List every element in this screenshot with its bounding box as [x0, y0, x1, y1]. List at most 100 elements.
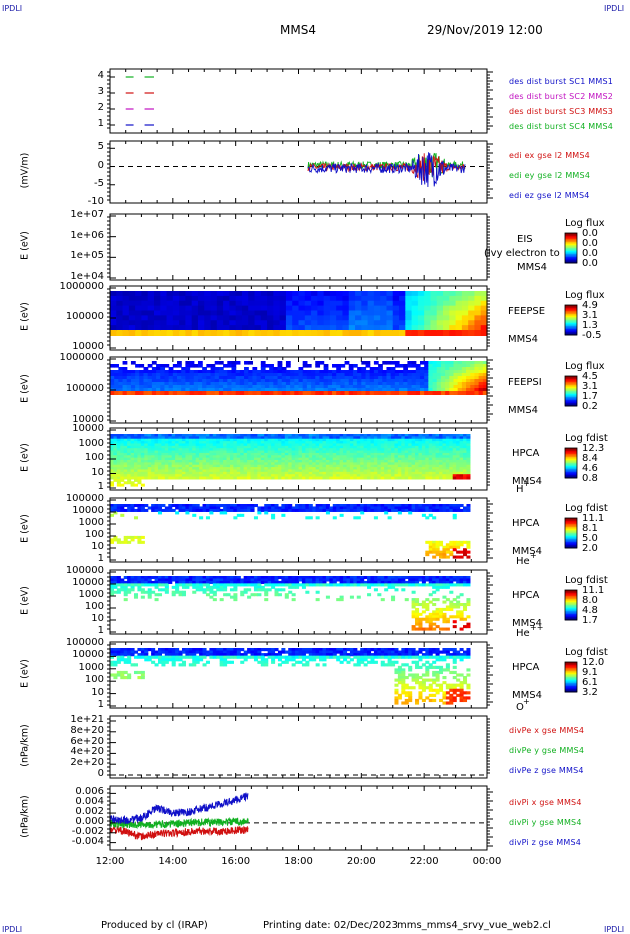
- spectrogram-cell: [468, 310, 476, 316]
- spectrogram-cell: [253, 457, 258, 461]
- spectrogram-cell: [367, 452, 372, 456]
- spectrogram-cell: [233, 462, 238, 466]
- spectrogram-cell: [332, 388, 337, 392]
- spectrogram-cell: [188, 434, 193, 437]
- spectrogram-cell: [267, 455, 272, 459]
- spectrogram-cell: [144, 583, 149, 587]
- spectrogram-cell: [197, 370, 203, 374]
- spectrogram-cell: [130, 483, 135, 487]
- spectrogram-cell: [214, 367, 220, 371]
- spectrogram-cell: [329, 438, 334, 442]
- spectrogram-band: [407, 391, 413, 395]
- spectrogram-cell: [122, 295, 130, 302]
- spectrogram-cell: [126, 376, 132, 380]
- spectrogram-cell: [452, 448, 457, 452]
- spectrogram-cell: [397, 436, 402, 440]
- spectrogram-cell: [160, 315, 168, 321]
- spectrogram-cell: [250, 452, 255, 456]
- spectrogram-cell: [386, 370, 392, 374]
- spectrogram-cell: [408, 450, 413, 454]
- spectrogram-cell: [363, 441, 368, 445]
- spectrogram-cell: [192, 438, 197, 442]
- spectrogram-cell: [317, 295, 325, 302]
- spectrogram-cell: [432, 452, 437, 456]
- spectrogram-cell: [463, 445, 468, 449]
- spectrogram-cell: [151, 467, 156, 471]
- spectrogram-cell: [418, 464, 423, 468]
- spectrogram-cell: [229, 460, 234, 463]
- spectrogram-cell: [153, 295, 161, 302]
- spectrogram-cell: [254, 320, 262, 326]
- spectrogram-cell: [452, 471, 457, 475]
- spectrogram-cell: [116, 315, 124, 321]
- spectrogram-cell: [340, 376, 346, 380]
- spectrogram-cell: [377, 450, 382, 454]
- spectrogram-cell: [295, 469, 300, 473]
- spectrogram-cell: [151, 580, 156, 584]
- spectrogram-cell: [339, 506, 344, 510]
- spectrogram-cell: [205, 455, 210, 459]
- spectrogram-cell: [147, 370, 153, 374]
- spectrogram-cell: [219, 474, 224, 478]
- spectrogram-cell: [325, 504, 330, 508]
- spectrogram-cell: [128, 305, 136, 312]
- spectrogram-cell: [274, 504, 279, 508]
- spectrogram-cell: [164, 455, 169, 459]
- spectrogram-cell: [435, 438, 440, 442]
- spectrogram-cell: [363, 448, 368, 452]
- spectrogram-cell: [332, 467, 337, 471]
- spectrogram-cell: [253, 504, 258, 508]
- spectrogram-cell: [143, 376, 149, 380]
- spectrogram-cell: [325, 511, 330, 515]
- spectrogram-cell: [291, 450, 296, 454]
- spectrogram-cell: [185, 580, 190, 584]
- spectrogram-cell: [291, 460, 296, 463]
- spectrogram-cell: [329, 325, 337, 331]
- spectrogram-cell: [403, 367, 409, 371]
- spectrogram-cell: [144, 443, 149, 447]
- spectrogram-cell: [123, 471, 128, 475]
- spectrogram-cell: [202, 476, 207, 480]
- spectrogram-cell: [244, 385, 249, 389]
- spectrogram-cell: [281, 513, 286, 517]
- spectrogram-cell: [188, 578, 193, 582]
- spectrogram-cell: [277, 452, 282, 456]
- spectrogram-cell: [226, 462, 231, 466]
- spectrogram-cell: [116, 325, 124, 331]
- spectrogram-cell: [355, 305, 362, 312]
- spectrogram-cell: [322, 434, 327, 437]
- spectrogram-cell: [281, 469, 286, 473]
- spectrogram-cell: [205, 585, 210, 589]
- spectrogram-cell: [135, 382, 140, 386]
- spectrogram-cell: [157, 448, 163, 452]
- spectrogram-cell: [204, 315, 212, 321]
- spectrogram-cell: [411, 504, 416, 508]
- spectrogram-cell: [305, 506, 310, 510]
- spectrogram-cell: [466, 443, 471, 447]
- spectrogram-cell: [154, 583, 159, 587]
- spectrogram-cell: [291, 476, 296, 480]
- spectrogram-cell: [206, 373, 212, 377]
- spectrogram-cell: [243, 506, 248, 510]
- spectrogram-cell: [223, 370, 228, 374]
- spectrogram-cell: [463, 455, 468, 459]
- spectrogram-cell: [295, 455, 300, 459]
- spectrogram-cell: [340, 364, 346, 368]
- spectrogram-cell: [210, 370, 216, 374]
- spectrogram-cell: [401, 460, 406, 463]
- spectrogram-cell: [137, 436, 142, 440]
- spectrogram-cell: [210, 379, 216, 383]
- spectrogram-cell: [143, 388, 149, 392]
- spectrogram-cell: [244, 382, 249, 386]
- spectrogram-cell: [290, 388, 295, 392]
- spectrogram-cell: [288, 452, 293, 456]
- spectrogram-cell: [482, 367, 488, 371]
- spectrogram-cell: [363, 504, 368, 508]
- spectrogram-cell: [392, 310, 400, 316]
- spectrogram-cell: [327, 388, 333, 392]
- spectrogram-cell: [482, 361, 488, 365]
- spectrogram-cell: [175, 443, 180, 447]
- spectrogram-cell: [277, 508, 282, 512]
- spectrogram-band: [197, 391, 203, 395]
- spectrogram-cell: [349, 452, 354, 456]
